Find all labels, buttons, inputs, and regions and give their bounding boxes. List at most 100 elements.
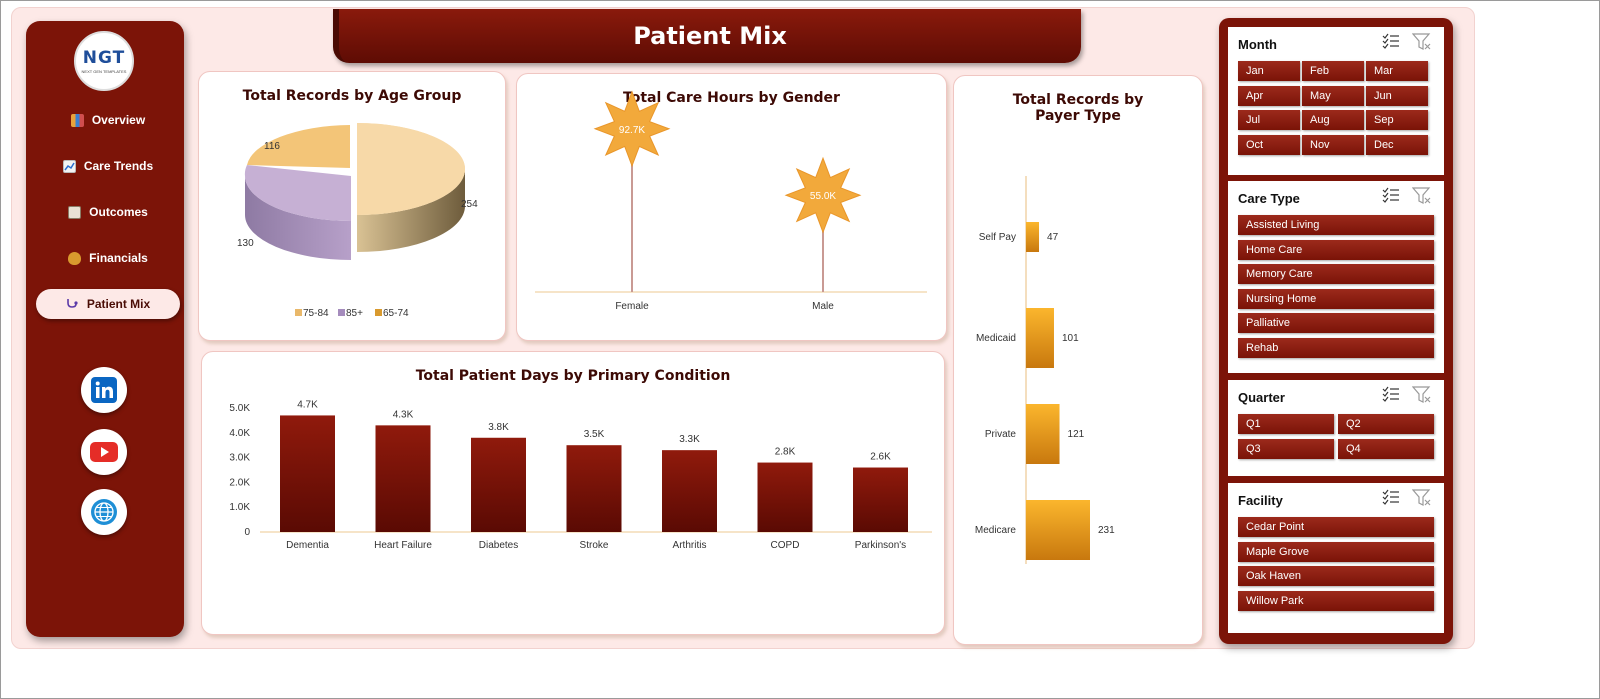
y-tick-label: 0: [244, 527, 250, 538]
slicer-icons: [1382, 187, 1432, 205]
lollipop-data-label: 55.0K: [810, 191, 836, 202]
lollipop-star-marker-1[interactable]: [784, 156, 862, 234]
slicer-option-oak-haven[interactable]: Oak Haven: [1238, 566, 1434, 586]
slicer-option-cedar-point[interactable]: Cedar Point: [1238, 517, 1434, 537]
lollipop-data-label: 92.7K: [619, 125, 645, 136]
sidebar-item-overview[interactable]: Overview: [36, 105, 180, 135]
sidebar-item-care-trends[interactable]: Care Trends: [36, 151, 180, 181]
slicer-option-willow-park[interactable]: Willow Park: [1238, 590, 1434, 611]
month-slicer: Month Jan Feb Mar Apr May Jun Jul Aug Sep Oct Nov D…: [1228, 27, 1444, 175]
slicer-option-rehab[interactable]: Rehab: [1238, 337, 1434, 358]
pie-slice-75-84-side: [357, 169, 465, 252]
condition-bar-2[interactable]: [471, 437, 526, 532]
stethoscope-icon: [66, 298, 79, 311]
slicer-option-jun[interactable]: Jun: [1366, 85, 1428, 106]
payer-bar-1[interactable]: [1026, 308, 1054, 368]
sidebar-item-financials[interactable]: Financials: [36, 243, 180, 273]
slicer-option-nov[interactable]: Nov: [1302, 134, 1364, 155]
legend-swatch-85plus: [338, 309, 345, 316]
pie-slice-65-74[interactable]: [247, 125, 350, 168]
legend-swatch-75-84: [295, 309, 302, 316]
slicer-option-apr[interactable]: Apr: [1238, 85, 1300, 106]
logo-subtext: NEXT GEN TEMPLATES: [81, 69, 127, 74]
multi-select-icon[interactable]: [1382, 386, 1400, 402]
multi-select-icon[interactable]: [1382, 489, 1400, 505]
condition-bar-4[interactable]: [662, 450, 717, 532]
multi-select-icon[interactable]: [1382, 33, 1400, 49]
lollipop-star-marker-0[interactable]: [593, 90, 671, 168]
slicer-option-may[interactable]: May: [1302, 85, 1364, 106]
sidebar-item-label: Outcomes: [89, 205, 148, 219]
filter-panel: Month Jan Feb Mar Apr May Jun Jul Aug Sep Oct Nov D…: [1219, 18, 1453, 644]
y-tick-label: 3.0K: [229, 453, 250, 464]
pie-slice-85plus[interactable]: [245, 176, 351, 221]
sidebar-item-label: Patient Mix: [86, 297, 151, 311]
linkedin-button[interactable]: [81, 367, 127, 413]
bar-data-label: 3.8K: [488, 422, 509, 433]
slicer-option-sep[interactable]: Sep: [1366, 110, 1428, 130]
sidebar-item-outcomes[interactable]: Outcomes: [36, 197, 180, 227]
payer-bar-2[interactable]: [1026, 404, 1060, 464]
sidebar-item-label: Financials: [89, 251, 148, 265]
clear-filter-icon[interactable]: [1412, 33, 1432, 51]
clear-filter-icon[interactable]: [1412, 386, 1432, 404]
bar-data-label: 3.5K: [584, 429, 605, 440]
pie-data-label-65-74: 116: [264, 141, 280, 152]
legend-label-65-74: 65-74: [383, 308, 409, 319]
y-tick-label: 1.0K: [229, 502, 250, 513]
payer-bar-3[interactable]: [1026, 500, 1090, 560]
sidebar-item-patient-mix[interactable]: Patient Mix: [36, 289, 180, 319]
chart-title: Total Patient Days by Primary Condition: [415, 368, 731, 384]
slicer-option-q4[interactable]: Q4: [1338, 438, 1434, 459]
slicer-option-q2[interactable]: Q2: [1338, 414, 1434, 434]
age-group-chart-card: Total Records by Age Group 254 130 116 7…: [198, 71, 506, 341]
slicer-option-oct[interactable]: Oct: [1238, 134, 1300, 155]
bar-chart-icon: [70, 113, 84, 127]
slicer-option-home-care[interactable]: Home Care: [1238, 239, 1434, 260]
sidebar-item-label: Care Trends: [83, 159, 154, 173]
condition-bar-6[interactable]: [853, 467, 908, 532]
slicer-option-memory-care[interactable]: Memory Care: [1238, 264, 1434, 284]
slicer-option-assisted-living[interactable]: Assisted Living: [1238, 215, 1434, 235]
payer-type-chart-card: Total Records by Payer Type Self Pay 47 Me…: [953, 75, 1203, 645]
payer-bar-0[interactable]: [1026, 222, 1040, 252]
y-tick-label: Medicare: [975, 525, 1017, 536]
slicer-option-jan[interactable]: Jan: [1238, 61, 1300, 81]
slicer-icons: [1382, 386, 1432, 404]
slicer-option-jul[interactable]: Jul: [1238, 110, 1300, 130]
y-tick-label: 2.0K: [229, 477, 250, 488]
youtube-button[interactable]: [81, 429, 127, 475]
condition-bar-3[interactable]: [566, 445, 622, 532]
slicer-option-nursing-home[interactable]: Nursing Home: [1238, 288, 1434, 309]
chart-title: Total Care Hours by Gender: [623, 90, 840, 106]
slicer-title: Quarter: [1238, 390, 1285, 405]
slicer-option-q3[interactable]: Q3: [1238, 438, 1334, 459]
logo-text: NGT: [82, 48, 126, 68]
slicer-option-q1[interactable]: Q1: [1238, 414, 1334, 434]
legend-label-75-84: 75-84: [303, 308, 329, 319]
condition-bar-1[interactable]: [375, 425, 431, 532]
y-tick-label: Medicaid: [976, 333, 1016, 344]
condition-bar-0[interactable]: [280, 415, 335, 532]
x-tick-label: Male: [812, 301, 834, 312]
x-tick-label: Parkinson's: [855, 540, 906, 551]
x-tick-label: COPD: [771, 540, 800, 551]
clear-filter-icon[interactable]: [1412, 187, 1432, 205]
chart-title: Total Records by Age Group: [242, 88, 462, 104]
slicer-option-aug[interactable]: Aug: [1302, 110, 1364, 130]
clear-filter-icon[interactable]: [1412, 489, 1432, 507]
y-tick-label: Private: [985, 429, 1017, 440]
condition-bar-5[interactable]: [757, 462, 813, 532]
multi-select-icon[interactable]: [1382, 187, 1400, 203]
slicer-option-feb[interactable]: Feb: [1302, 61, 1364, 81]
bar-data-label: 101: [1062, 333, 1079, 344]
slicer-option-maple-grove[interactable]: Maple Grove: [1238, 541, 1434, 562]
globe-icon: [91, 499, 117, 525]
slicer-option-palliative[interactable]: Palliative: [1238, 313, 1434, 333]
slicer-option-mar[interactable]: Mar: [1366, 61, 1428, 81]
line-chart-icon: [62, 159, 76, 173]
ngt-logo: NGT NEXT GEN TEMPLATES: [74, 31, 134, 91]
clipboard-icon: [68, 205, 82, 219]
slicer-option-dec[interactable]: Dec: [1366, 134, 1428, 155]
website-button[interactable]: [81, 489, 127, 535]
